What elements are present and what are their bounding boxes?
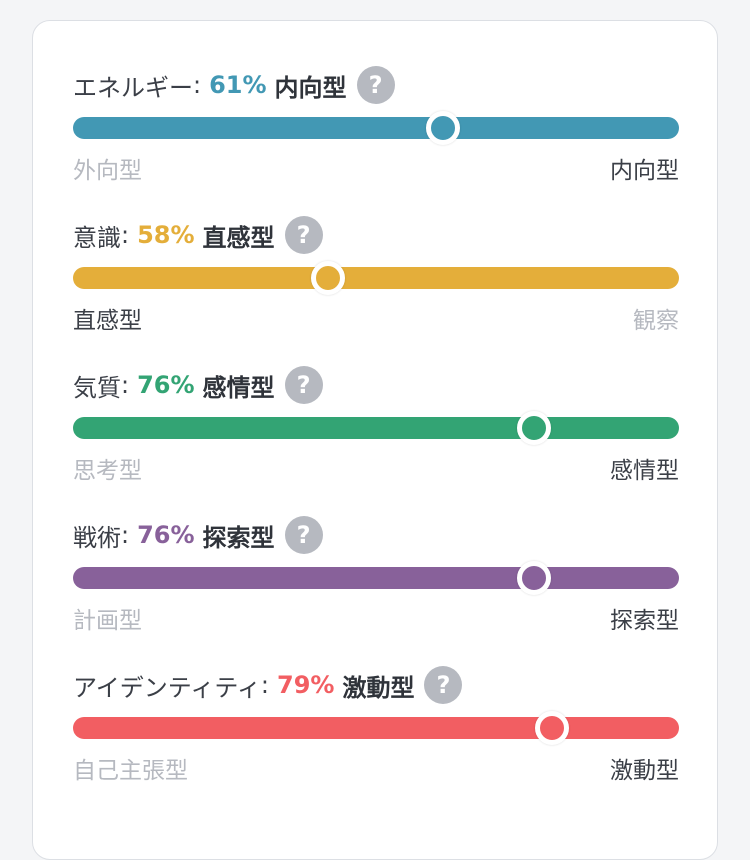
- trait-colon: :: [121, 521, 130, 549]
- trait-name: エネルギー: [73, 73, 193, 102]
- trait-left-label: 自己主張型: [73, 758, 188, 784]
- trait-type: 直感型: [202, 223, 275, 252]
- trait-right-label: 激動型: [610, 758, 679, 784]
- trait-nature: 気質: 76% 感情型 ? 思考型 感情型: [73, 366, 679, 497]
- trait-tactics: 戦術: 76% 探索型 ? 計画型 探索型: [73, 516, 679, 647]
- trait-slider-track[interactable]: [73, 261, 679, 295]
- trait-slider-handle[interactable]: [516, 561, 551, 595]
- trait-right-label: 探索型: [610, 608, 679, 634]
- trait-slider-track[interactable]: [73, 711, 679, 745]
- trait-name: 気質: [73, 373, 121, 402]
- personality-traits-card: エネルギー: 61% 内向型 ? 外向型 内向型 意識: 58% 直感型 ? 直…: [32, 20, 718, 860]
- trait-colon: :: [260, 671, 270, 699]
- question-icon[interactable]: ?: [284, 216, 323, 254]
- question-icon[interactable]: ?: [284, 366, 323, 404]
- question-icon[interactable]: ?: [424, 666, 463, 704]
- trait-percent: 79%: [277, 671, 335, 699]
- trait-type: 内向型: [274, 73, 347, 102]
- trait-percent: 76%: [137, 521, 195, 549]
- trait-right-label: 内向型: [610, 158, 679, 184]
- trait-slider-track[interactable]: [73, 111, 679, 145]
- trait-percent: 58%: [137, 221, 195, 249]
- trait-percent: 76%: [137, 371, 195, 399]
- trait-title: 意識: 58% 直感型 ?: [73, 216, 323, 254]
- trait-slider-handle[interactable]: [516, 411, 551, 445]
- trait-left-label: 思考型: [73, 458, 142, 484]
- trait-type: 探索型: [202, 523, 275, 552]
- trait-colon: :: [193, 71, 202, 99]
- trait-right-label: 感情型: [610, 458, 679, 484]
- question-icon[interactable]: ?: [356, 66, 395, 104]
- trait-slider-handle[interactable]: [425, 111, 460, 145]
- trait-energy: エネルギー: 61% 内向型 ? 外向型 内向型: [73, 66, 679, 197]
- trait-left-label: 外向型: [73, 158, 142, 184]
- trait-type: 感情型: [202, 373, 275, 402]
- trait-percent: 61%: [209, 71, 267, 99]
- trait-colon: :: [121, 221, 130, 249]
- trait-title: アイデンティティ: 79% 激動型 ?: [73, 666, 463, 704]
- trait-left-label: 計画型: [73, 608, 142, 634]
- trait-name: アイデンティティ: [73, 673, 261, 702]
- trait-title: 気質: 76% 感情型 ?: [73, 366, 323, 404]
- question-icon[interactable]: ?: [284, 516, 323, 554]
- trait-slider-track[interactable]: [73, 561, 679, 595]
- trait-slider-handle[interactable]: [310, 261, 345, 295]
- trait-identity: アイデンティティ: 79% 激動型 ? 自己主張型 激動型: [73, 666, 679, 797]
- trait-right-label: 観察: [633, 308, 679, 334]
- trait-name: 戦術: [73, 523, 121, 552]
- trait-slider-handle[interactable]: [534, 711, 569, 745]
- trait-type: 激動型: [342, 673, 415, 702]
- trait-name: 意識: [73, 223, 121, 252]
- trait-title: 戦術: 76% 探索型 ?: [73, 516, 323, 554]
- trait-colon: :: [121, 371, 130, 399]
- trait-left-label: 直感型: [73, 308, 142, 334]
- trait-mind: 意識: 58% 直感型 ? 直感型 観察: [73, 216, 679, 347]
- trait-slider-track[interactable]: [73, 411, 679, 445]
- trait-title: エネルギー: 61% 内向型 ?: [73, 66, 395, 104]
